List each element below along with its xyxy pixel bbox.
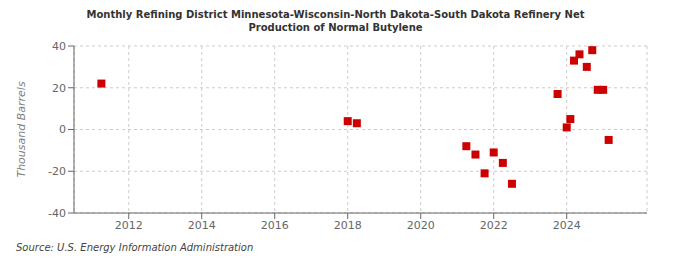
svg-text:-20: -20 bbox=[48, 165, 66, 178]
svg-text:20: 20 bbox=[52, 82, 66, 95]
html-text:Monthly Refining District Minn: Monthly Refining District Minnesota-Wisc… bbox=[86, 9, 585, 20]
svg-text:-40: -40 bbox=[48, 207, 66, 220]
svg-text:2022: 2022 bbox=[480, 219, 508, 232]
svg-text:2016: 2016 bbox=[261, 219, 289, 232]
html-text:Source: U.S. Energy Informatio: Source: U.S. Energy Information Administ… bbox=[16, 242, 254, 253]
svg-text:2020: 2020 bbox=[407, 219, 435, 232]
svg-text:2024: 2024 bbox=[553, 219, 581, 232]
svg-text:2018: 2018 bbox=[334, 219, 362, 232]
svg-text:0: 0 bbox=[59, 123, 66, 136]
svg-text:2014: 2014 bbox=[188, 219, 216, 232]
html-text:Production of Normal Butylene: Production of Normal Butylene bbox=[248, 22, 423, 33]
svg-text:40: 40 bbox=[52, 40, 66, 53]
svg-text:Thousand Barrels: Thousand Barrels bbox=[15, 81, 28, 177]
svg-text:2012: 2012 bbox=[115, 219, 143, 232]
